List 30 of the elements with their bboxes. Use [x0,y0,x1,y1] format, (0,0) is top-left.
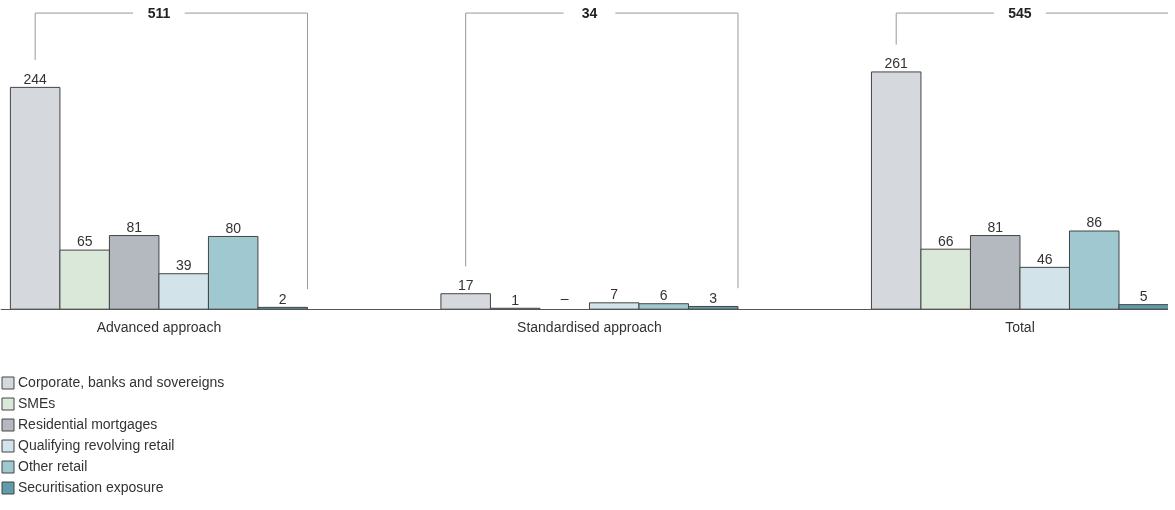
x-tick-label: Total [1005,319,1035,336]
data-label: 39 [175,257,192,274]
data-label: 5 [1139,287,1148,304]
data-label: 81 [126,218,143,235]
data-label: 3 [709,289,718,306]
text: 511 [147,5,171,22]
x-tick-label: Advanced approach [96,319,222,336]
legend-label: Securitisation exposure [18,479,164,495]
legend-label: Qualifying revolving retail [18,437,175,453]
data-label: 2 [278,290,287,307]
legend-label: SMEs [18,395,56,411]
data-label: 261 [884,55,909,72]
data-label: 86 [1086,214,1103,231]
data-label: 80 [225,219,242,236]
data-label: 17 [457,277,474,294]
text: – [560,289,569,306]
data-label: 7 [610,286,619,303]
x-tick-label: Standardised approach [517,319,662,336]
data-label: 244 [23,70,48,87]
legend-label: Residential mortgages [18,416,158,432]
text: 34 [581,5,598,22]
data-label: 81 [987,218,1004,235]
data-label: 66 [937,232,954,249]
text: 545 [1008,5,1032,22]
data-label: 6 [659,287,668,304]
legend-label: Other retail [18,458,88,474]
data-label: 46 [1036,250,1053,267]
legend-label: Corporate, banks and sovereigns [18,374,225,390]
data-label: 65 [76,233,93,250]
data-label: 1 [511,291,520,308]
